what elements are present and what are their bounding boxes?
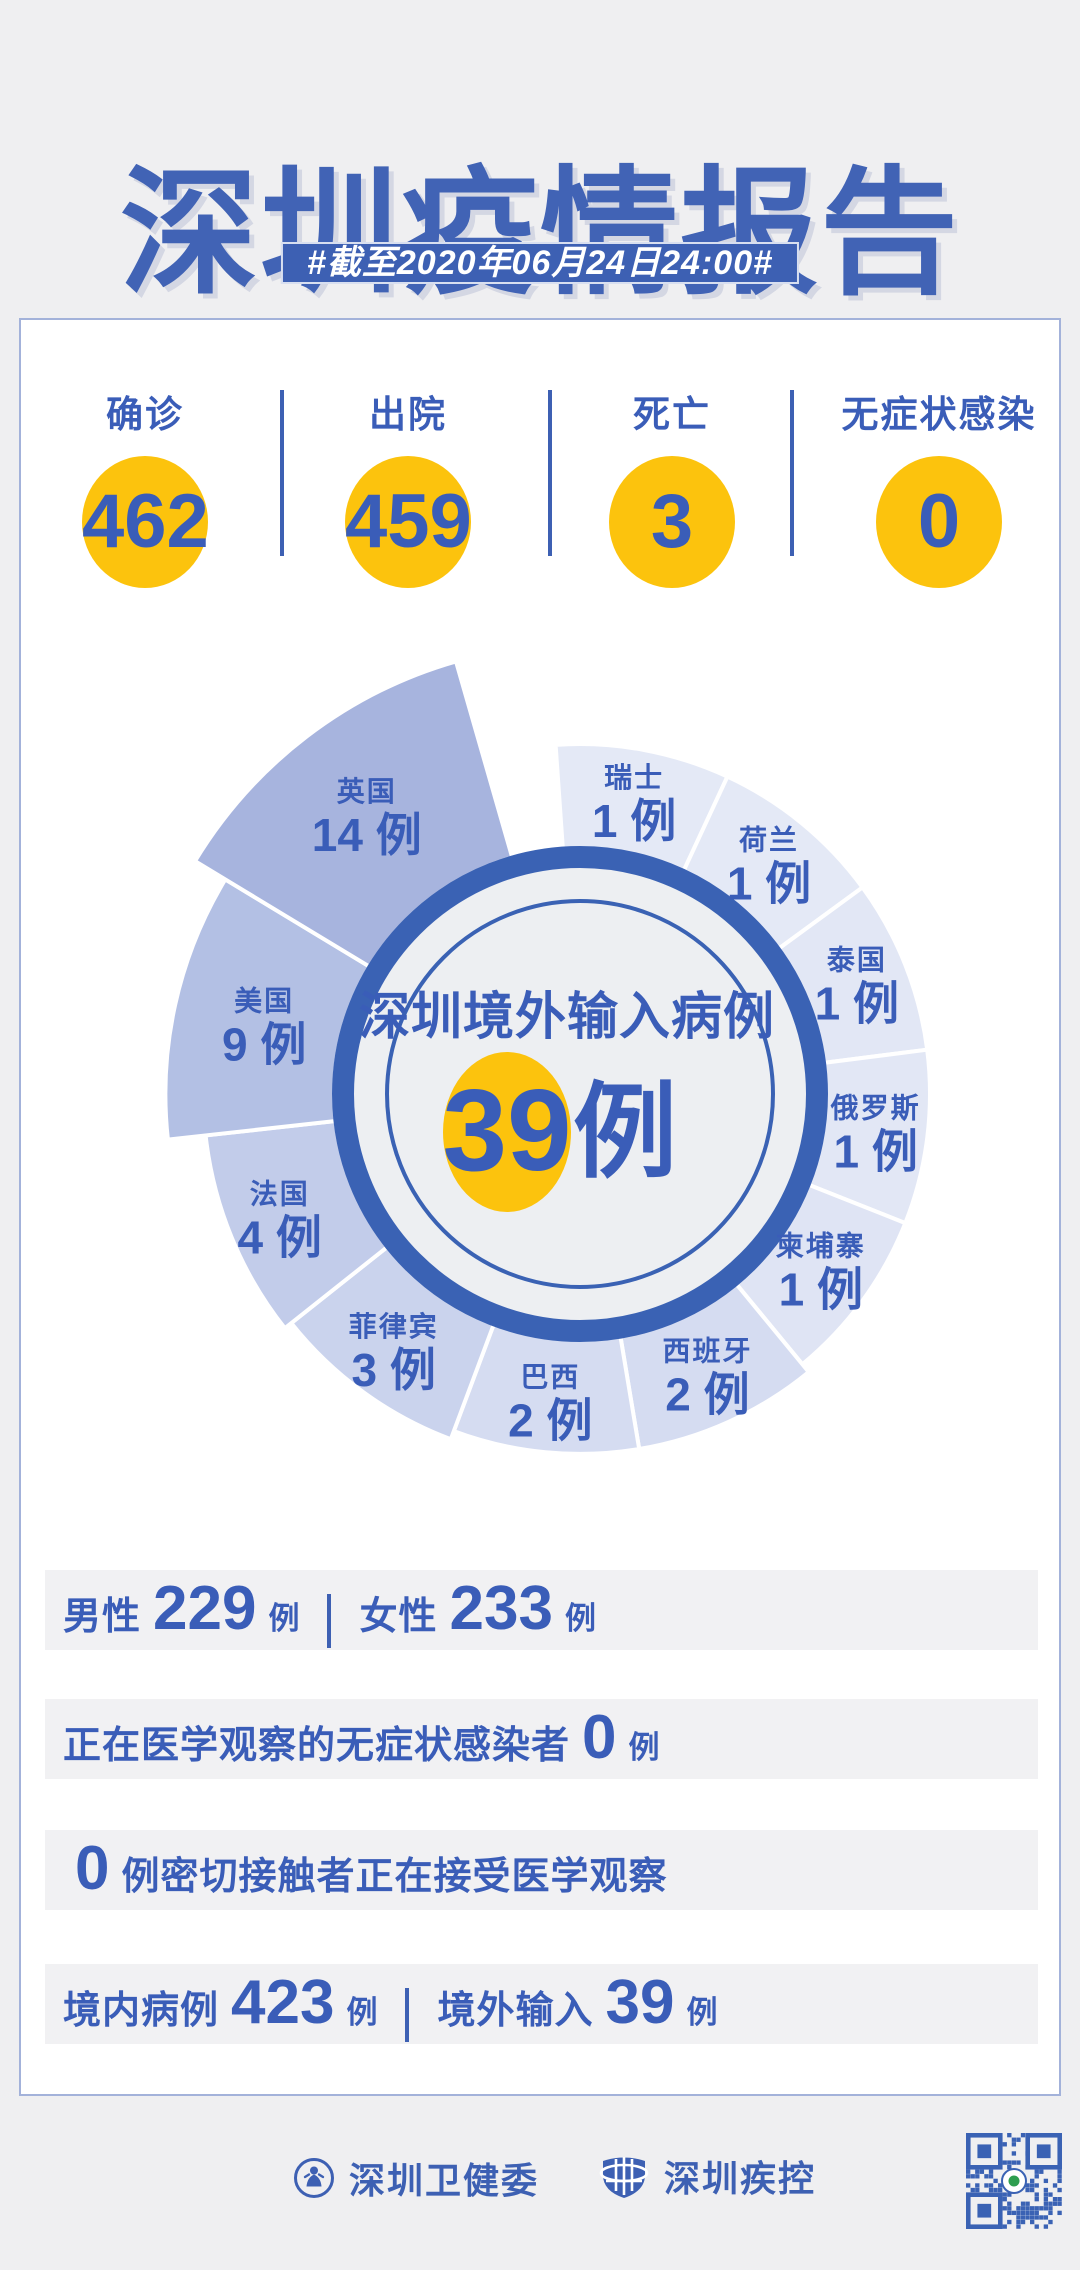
rose-center-value-badge <box>443 1052 571 1212</box>
row-lab: 境内病例 <box>63 1990 220 2032</box>
stat-deaths: 死亡 3 <box>552 384 792 588</box>
row-lab: 男性 <box>63 1596 142 1638</box>
stat-value-badge: 3 <box>609 456 735 588</box>
stat-value-badge: 459 <box>345 456 472 588</box>
row-lab: 正在医学观察的无症状感染者 <box>63 1725 571 1767</box>
row-unit: 例 <box>686 1995 718 2030</box>
slice-name-柬埔寨: 柬埔寨 <box>776 1230 866 1262</box>
slice-name-瑞士: 瑞士 <box>604 762 664 793</box>
row-unit: 例 <box>268 1601 300 1636</box>
row-num: 233 <box>449 1574 553 1643</box>
slice-name-荷兰: 荷兰 <box>739 825 799 856</box>
row-lab: 境外输入 <box>437 1990 594 2032</box>
slice-value-菲律宾: 3 例 <box>352 1344 436 1396</box>
slice-value-英国: 14 例 <box>312 809 422 861</box>
stat-divider <box>280 390 284 556</box>
footer-org-label: 深圳疾控 <box>664 2158 817 2199</box>
stat-asymptomatic: 无症状感染 0 <box>819 384 1059 588</box>
health-commission-seal-icon <box>294 2158 334 2198</box>
row-num: 423 <box>231 1968 335 2037</box>
report-row-1: 正在医学观察的无症状感染者 0 例 <box>45 1699 1038 1779</box>
stat-discharged: 出院 459 <box>288 384 528 588</box>
row-unit: 例 <box>628 1730 660 1765</box>
stat-value-badge: 462 <box>82 456 209 588</box>
rose-center-title: 深圳境外输入病例 <box>359 988 775 1045</box>
row-num: 39 <box>605 1968 675 2037</box>
row-unit: 例 <box>346 1995 378 2030</box>
stat-label: 出院 <box>369 394 447 435</box>
slice-name-菲律宾: 菲律宾 <box>349 1311 439 1342</box>
stat-label: 确诊 <box>106 394 184 435</box>
stat-confirmed: 确诊 462 <box>25 384 265 588</box>
footer-org-health-commission: 深圳卫健委 <box>293 2152 539 2204</box>
slice-value-柬埔寨: 1 例 <box>779 1264 863 1316</box>
rose-center-disc <box>332 846 828 1342</box>
rose-center-value: 39 <box>442 1065 571 1195</box>
cdc-globe-shield-icon <box>599 2157 649 2198</box>
report-row-3: 境内病例 423 例 境外输入 39 例 <box>45 1964 1038 2044</box>
slice-value-西班牙: 2 例 <box>665 1368 749 1420</box>
slice-value-泰国: 1 例 <box>815 978 899 1030</box>
slice-value-瑞士: 1 例 <box>592 795 676 847</box>
row-divider <box>327 1593 332 1648</box>
rose-chart: 深圳境外输入病例39 例瑞士1 例荷兰1 例泰国1 例俄罗斯1 例柬埔寨1 例西班… <box>163 658 933 1456</box>
slice-name-俄罗斯: 俄罗斯 <box>830 1092 921 1123</box>
slice-name-泰国: 泰国 <box>827 945 887 976</box>
slice-name-美国: 美国 <box>234 985 294 1016</box>
stat-divider <box>548 390 552 556</box>
slice-name-巴西: 巴西 <box>520 1362 580 1393</box>
slice-value-荷兰: 1 例 <box>727 858 811 910</box>
footer-org-cdc: 深圳疾控 <box>598 2150 816 2202</box>
report-row-0: 男性 229 例 女性 233 例 <box>45 1570 1038 1650</box>
stat-label: 死亡 <box>633 394 711 435</box>
row-num: 0 <box>75 1834 110 1903</box>
rose-center-unit: 例 <box>573 1075 677 1191</box>
row-num: 229 <box>153 1574 257 1643</box>
stat-divider <box>790 390 794 556</box>
slice-name-西班牙: 西班牙 <box>662 1335 752 1366</box>
report-date-badge: #截至2020年06月24日24:00# <box>280 242 800 284</box>
slice-name-法国: 法国 <box>250 1179 310 1210</box>
slice-value-俄罗斯: 1 例 <box>833 1125 917 1177</box>
slice-value-法国: 4 例 <box>238 1212 322 1264</box>
row-num: 0 <box>582 1703 617 1772</box>
rose-center-inner-ring <box>385 899 775 1289</box>
stat-value-badge: 0 <box>876 456 1002 588</box>
row-divider <box>405 1987 410 2042</box>
footer-org-label: 深圳卫健委 <box>349 2160 540 2201</box>
report-card: 确诊 462 出院 459 死亡 3 无症状感染 0 深圳境外输入病例 39 例瑞士… <box>19 318 1061 2096</box>
report-row-2: 0 例密切接触者正在接受医学观察 <box>45 1830 1038 1910</box>
rose-center-ring <box>332 846 828 1342</box>
page-title: 深圳疫情报告 <box>119 157 960 312</box>
row-unit: 例 <box>564 1601 596 1636</box>
qr-code <box>966 2133 1062 2229</box>
slice-value-巴西: 2 例 <box>508 1395 592 1447</box>
row-lab: 例密切接触者正在接受医学观察 <box>121 1856 668 1898</box>
row-lab: 女性 <box>359 1596 438 1638</box>
stat-label: 无症状感染 <box>841 394 1037 435</box>
slice-value-美国: 9 例 <box>222 1018 306 1070</box>
slice-name-英国: 英国 <box>337 776 397 807</box>
